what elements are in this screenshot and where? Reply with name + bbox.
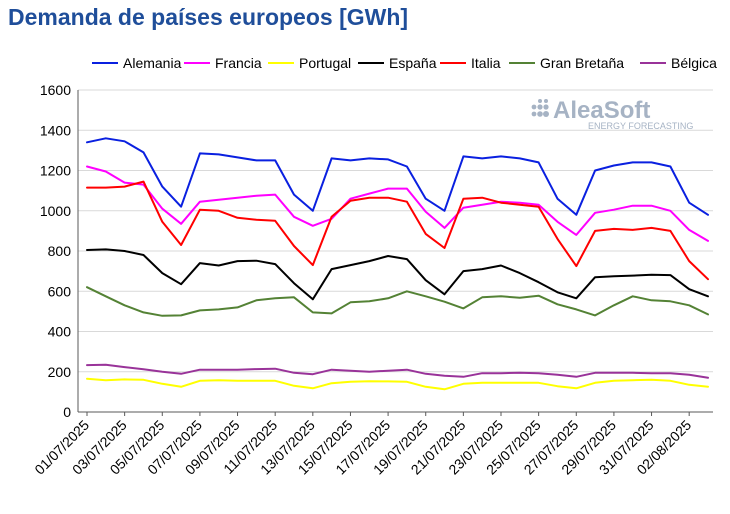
- y-axis-ticks: 0 200 400 600 800 1000 1200 1400 1600: [40, 82, 71, 420]
- legend-label-gran-bretaña: Gran Bretaña: [540, 55, 624, 71]
- series-line-bélgica: [86, 363, 709, 379]
- logo-tagline: ENERGY FORECASTING: [588, 121, 693, 131]
- logo-dot: [543, 111, 549, 117]
- legend-label-españa: España: [389, 55, 437, 71]
- logo-dot: [531, 111, 537, 117]
- legend-label-bélgica: Bélgica: [671, 55, 717, 71]
- series-line-italia: [86, 180, 709, 281]
- legend-label-italia: Italia: [471, 55, 501, 71]
- logo-dot: [537, 111, 543, 117]
- logo-dot: [543, 104, 549, 110]
- series-line-españa: [86, 248, 709, 301]
- logo-dot: [544, 99, 548, 103]
- logo-dot: [531, 104, 537, 110]
- series-line-portugal: [86, 377, 709, 391]
- series-line-gran-bretaña: [86, 286, 709, 317]
- legend: Alemania Francia Portugal España Italia Gran …: [92, 55, 717, 71]
- x-axis-ticks: 01/07/202503/07/202505/07/202507/07/2025…: [31, 412, 694, 478]
- y-tick-label: 400: [48, 324, 72, 340]
- legend-label-francia: Francia: [215, 55, 262, 71]
- gridlines: [78, 89, 713, 413]
- y-tick-label: 1600: [40, 82, 71, 98]
- series-line-alemania: [86, 137, 709, 216]
- axes: [77, 90, 713, 413]
- y-tick-label: 600: [48, 283, 72, 299]
- y-tick-label: 1200: [40, 163, 71, 179]
- logo-dot: [537, 104, 543, 110]
- series-lines: [86, 137, 709, 391]
- y-tick-label: 1400: [40, 122, 71, 138]
- logo-name: AleaSoft: [553, 97, 650, 124]
- y-tick-label: 800: [48, 243, 72, 259]
- y-tick-label: 0: [63, 404, 71, 420]
- y-tick-label: 1000: [40, 203, 71, 219]
- logo-dot: [538, 99, 542, 103]
- legend-label-alemania: Alemania: [123, 55, 182, 71]
- chart-title: Demanda de países europeos [GWh]: [8, 4, 409, 30]
- legend-label-portugal: Portugal: [299, 55, 351, 71]
- series-line-francia: [86, 165, 709, 242]
- y-tick-label: 200: [48, 364, 72, 380]
